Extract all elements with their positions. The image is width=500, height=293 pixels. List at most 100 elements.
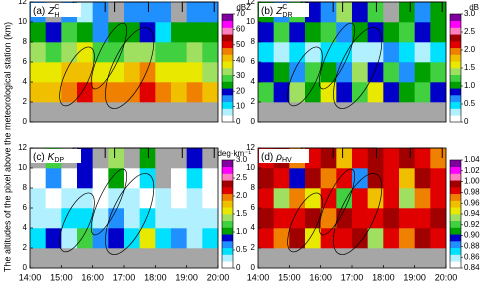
cell [139, 102, 156, 123]
panel-label: (b) [261, 6, 273, 17]
colorbar-swatch [222, 34, 233, 42]
cell [289, 42, 306, 63]
cell [289, 62, 306, 83]
cell [92, 42, 109, 63]
cell [139, 62, 156, 83]
cell [139, 208, 156, 229]
panel-title: (b) ZC DR [261, 4, 293, 19]
cell [139, 2, 156, 23]
cell [30, 102, 46, 123]
y-tick-label: 6 [251, 203, 256, 212]
colorbar-swatch [450, 173, 461, 181]
cell [108, 228, 125, 249]
colorbar-tick-label: 0.86 [464, 252, 480, 261]
colorbar-swatch [450, 193, 461, 201]
cell [383, 82, 400, 103]
cell [399, 22, 415, 43]
cell [352, 102, 368, 123]
cell [258, 188, 274, 209]
cell [92, 2, 109, 23]
colorbar-swatch [450, 187, 461, 195]
y-tick-label: 12 [246, 0, 255, 6]
colorbar-tick-label: 0.92 [464, 220, 480, 229]
colorbar-tick-label: 1.02 [464, 166, 480, 175]
colorbar-swatch [222, 247, 233, 255]
colorbar-tick-label: 1.5 [236, 209, 248, 218]
colorbar-swatch [450, 41, 461, 49]
cell [155, 102, 172, 123]
cell [399, 82, 415, 103]
cell [77, 248, 93, 269]
cell [45, 228, 62, 249]
cell [430, 228, 447, 249]
cell [320, 228, 337, 249]
cell [414, 148, 431, 169]
cell [61, 188, 78, 209]
cell [186, 228, 203, 249]
cell [61, 42, 78, 63]
cell [186, 102, 203, 123]
cell [414, 82, 431, 103]
cell [430, 188, 447, 209]
cell [305, 208, 321, 229]
colorbar-tick-label: 0.94 [464, 209, 480, 218]
colorbar-swatch [450, 54, 461, 62]
cell [399, 148, 415, 169]
cell [367, 148, 384, 169]
colorbar-tick-label: 0.96 [464, 198, 480, 207]
cell [171, 102, 187, 123]
cell [352, 2, 368, 23]
cell [30, 62, 46, 83]
colorbar-tick-label: 1.5 [464, 63, 476, 72]
cell [45, 188, 62, 209]
cell [430, 102, 447, 123]
colorbar-tick-label: 30 [236, 71, 245, 80]
title-box [31, 149, 81, 163]
colorbar-swatch [222, 27, 233, 35]
cell [273, 82, 290, 103]
colorbar-swatch [450, 160, 461, 168]
colorbar-tick-label: 0.88 [464, 242, 480, 251]
colorbar-tick-label: 50 [236, 40, 245, 49]
cell [124, 228, 140, 249]
cell [320, 42, 337, 63]
region-ellipse [318, 168, 356, 236]
colorbar-swatch [450, 254, 461, 262]
colorbar-tick-label: 0 [464, 117, 469, 126]
colorbar-tick-label: 2.0 [236, 191, 248, 200]
cell [186, 188, 203, 209]
cell [171, 248, 187, 269]
x-tick-label: 20:00 [207, 272, 230, 282]
colorbar-swatch [222, 187, 233, 195]
cell [258, 102, 274, 123]
y-tick-label: 4 [251, 77, 256, 86]
colorbar-tick-label: 60 [236, 25, 245, 34]
cell [273, 42, 290, 63]
y-tick-label: 0 [23, 117, 28, 126]
cell [77, 208, 93, 229]
cell [273, 62, 290, 83]
cell [399, 248, 415, 269]
cell [155, 42, 172, 63]
colorbar-swatch [222, 20, 233, 28]
colorbar-tick-label: 1.0 [464, 81, 476, 90]
cell [186, 148, 203, 169]
panel-label: (d) [261, 152, 273, 163]
cell [289, 82, 306, 103]
cell [155, 208, 172, 229]
colorbar-swatch [222, 74, 233, 82]
x-tick-label: 18:00 [372, 272, 395, 282]
cell [171, 148, 187, 169]
colorbar-swatch [222, 220, 233, 228]
cell [61, 22, 78, 43]
colorbar-tick-label: 0.84 [464, 263, 480, 272]
symbol: Z [275, 6, 283, 17]
cell [352, 188, 368, 209]
cell [45, 22, 62, 43]
cell [108, 168, 125, 189]
cell [186, 2, 203, 23]
cell [273, 188, 290, 209]
colorbar-swatch [222, 54, 233, 62]
cell [92, 62, 109, 83]
